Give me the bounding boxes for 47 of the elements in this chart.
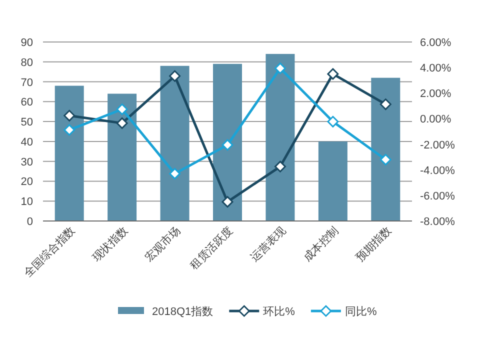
y2-tick-label: -8.00% — [420, 216, 456, 228]
bar — [371, 78, 400, 221]
legend-label: 环比% — [263, 305, 296, 318]
bar — [54, 86, 84, 221]
point — [327, 116, 339, 128]
legend-label: 2018Q1指数 — [152, 306, 214, 318]
y2-tick-label: 4.00% — [420, 62, 452, 75]
point — [64, 110, 76, 122]
point — [64, 124, 76, 136]
y-tick-label: 50 — [20, 116, 33, 129]
x-tick-label: 现状指数 — [90, 224, 130, 264]
point — [169, 168, 181, 180]
y-tick-label: 70 — [20, 76, 33, 89]
y2-tick-label: -6.00% — [420, 190, 456, 202]
point — [380, 154, 392, 166]
y-tick-label: 20 — [20, 176, 33, 188]
y2-tick-label: -4.00% — [420, 164, 456, 177]
y-tick-label: 30 — [20, 156, 33, 168]
point — [169, 70, 181, 82]
x-tick-label: 成本控制 — [300, 224, 342, 264]
bar — [213, 64, 242, 221]
y2-tick-label: -2.00% — [420, 139, 456, 152]
y-tick-label: 60 — [20, 96, 33, 109]
y2-tick-label: 6.00% — [420, 37, 452, 49]
point — [222, 196, 234, 208]
x-tick-label: 租赁活跃度 — [188, 224, 236, 272]
bar — [108, 94, 137, 221]
point — [116, 117, 128, 129]
x-tick-label: 预期指数 — [354, 224, 394, 264]
point — [222, 139, 234, 151]
y2-tick-label: 2.00% — [420, 88, 452, 100]
bar — [318, 141, 348, 221]
y2-tick-label: 0.00% — [420, 114, 452, 126]
point — [327, 68, 339, 80]
bar — [266, 54, 295, 221]
legend-label: 同比% — [344, 305, 377, 318]
y-tick-label: 40 — [20, 136, 33, 148]
point — [274, 62, 286, 74]
point — [380, 98, 392, 110]
x-tick-label: 运营表现 — [248, 224, 288, 264]
bar — [160, 66, 190, 221]
y-tick-label: 90 — [20, 37, 33, 49]
x-tick-label: 宏观市场 — [142, 224, 183, 264]
point — [116, 104, 128, 116]
point — [274, 160, 286, 172]
y-tick-label: 80 — [20, 56, 33, 69]
y-tick-label: 10 — [20, 196, 33, 208]
